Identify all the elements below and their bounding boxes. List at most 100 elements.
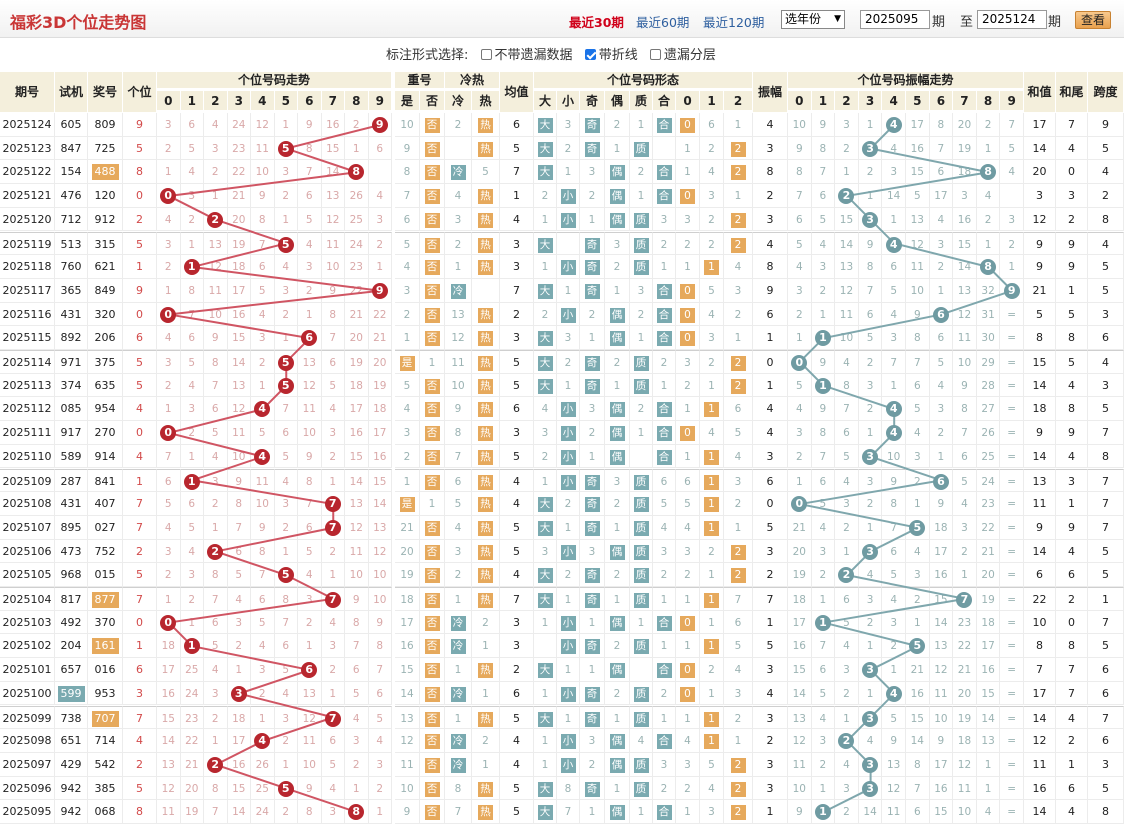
cell-junzhi: 3 [500,255,534,279]
zf-trend-cell: 5 [953,468,977,493]
missing-count: 5 [282,664,290,677]
zf-ball: 4 [885,425,902,442]
query-button[interactable]: 查看 [1075,11,1111,29]
xingtai-cell: 大 [534,350,557,374]
zf-missing: 1 [890,379,898,392]
cell-hewei: 8 [1056,326,1088,350]
zf-missing: 5 [795,238,803,251]
missing-count: 3 [164,545,172,558]
col-header-shiji: 试机 [55,72,88,113]
xingtai-tag: 偶 [609,426,625,442]
road-cell: 3 [676,752,700,777]
zf-missing: 5 [890,569,898,582]
zf-missing: 14 [792,687,806,700]
trend-cell: 7 [274,397,298,422]
checkbox-layered[interactable] [649,49,661,60]
missing-count: 3 [352,735,360,748]
cell-junzhi: 5 [500,539,534,564]
checkbox-no-missing[interactable] [480,49,492,60]
cell-qihao: 2025112 [0,397,55,422]
to-issue-input[interactable]: 2025124 [977,10,1047,29]
missing-count: 8 [235,498,243,511]
cell-qihao: 2025105 [0,563,55,587]
zf-trend-cell: 1 [858,184,883,208]
road-cell: 1 [700,373,724,398]
leng-tag: 冷 [450,283,466,299]
missing-count: 15 [232,332,246,345]
trend-cell: 3 [298,587,322,611]
road-cell: 1 [724,729,753,753]
col-header-digit: 1 [180,91,204,111]
missing-count: 22 [232,166,246,179]
lr-miss: 9 [454,403,462,416]
zf-trend-cell: 8 [811,421,836,445]
zf-missing: 14 [863,806,877,819]
link-recent-30[interactable]: 最近30期 [569,15,624,30]
from-issue-input[interactable]: 2025095 [860,10,930,29]
re-cell: 热 [472,539,500,564]
zf-missing: = [1007,545,1017,558]
year-select[interactable]: 选年份 ▼ [781,10,845,29]
xingtai-tag: 质 [633,639,649,655]
checkbox-with-line[interactable] [584,49,596,60]
xingtai-cell: 1 [605,705,630,730]
xingtai-tag: 合 [656,426,672,442]
missing-count: 5 [188,521,196,534]
cell-junzhi: 5 [500,373,534,398]
zf-missing: 5 [937,357,945,369]
zf-trend-cell: 5 [882,563,906,587]
zf-missing: 2 [866,498,874,511]
col-header-qihao[interactable]: 期号 [0,72,55,113]
zf-trend-cell: 13 [976,729,1001,753]
zf-ball: 3 [862,780,879,797]
option-no-missing[interactable]: 不带遗漏数据 [480,44,573,63]
chong-tag: 否 [424,212,440,228]
link-recent-120[interactable]: 最近120期 [703,15,765,30]
zf-trend-cell: 4 [811,515,836,540]
option-layered[interactable]: 遗漏分层 [649,44,716,63]
trend-cell: 4 [180,373,204,398]
cell-hewei: 9 [1056,515,1088,540]
road-cell: 3 [676,539,700,564]
col-header-zf-digit: 9 [1000,91,1024,111]
xingtai-miss: 2 [637,166,645,179]
missing-count: 7 [211,379,219,392]
xingtai-miss: 1 [564,594,572,606]
missing-count: 5 [305,213,313,226]
zf-missing: 16 [957,213,972,226]
trend-ball: 1 [183,638,200,655]
cell-hewei: 2 [1056,587,1088,611]
col-header-d1: 1 [700,91,724,111]
link-recent-60[interactable]: 最近60期 [636,15,690,30]
trend-cell: 1 [274,207,298,232]
trend-cell: 1 [368,255,392,279]
xingtai-tag: 质 [633,212,649,228]
zf-missing: 10 [957,357,972,369]
xingtai-cell: 大 [534,231,557,256]
zf-missing: = [1007,569,1017,582]
xingtai-tag: 合 [656,331,672,347]
xingtai-cell: 大 [534,800,557,824]
xingtai-tag: 合 [656,615,672,631]
chong-shi-cell: 15 [395,658,420,682]
cell-junzhi: 7 [500,587,534,611]
trend-cell: 3 [157,539,181,564]
cell-zhenfu: 4 [753,397,788,422]
trend-cell: 13 [227,373,251,398]
zf-trend-cell: 10 [835,326,859,350]
zf-trend-cell: 1 [811,326,836,350]
option-with-line[interactable]: 带折线 [584,44,638,63]
road-tag: 0 [680,426,695,442]
trend-cell: 11 [321,231,345,256]
chong-miss: 1 [428,357,436,369]
road-cell: 0 [676,658,700,682]
chong-fou-cell: 否 [420,160,445,185]
zf-trend-cell: 22 [953,634,977,659]
road-miss: 2 [734,498,742,511]
zf-trend-cell: 6 [906,800,930,824]
zf-trend-cell: 5 [882,705,906,730]
missing-count: 8 [211,569,219,582]
zf-missing: 2 [866,166,874,179]
zf-trend-cell: 3 [811,539,836,564]
xingtai-cell: 1 [630,326,653,350]
